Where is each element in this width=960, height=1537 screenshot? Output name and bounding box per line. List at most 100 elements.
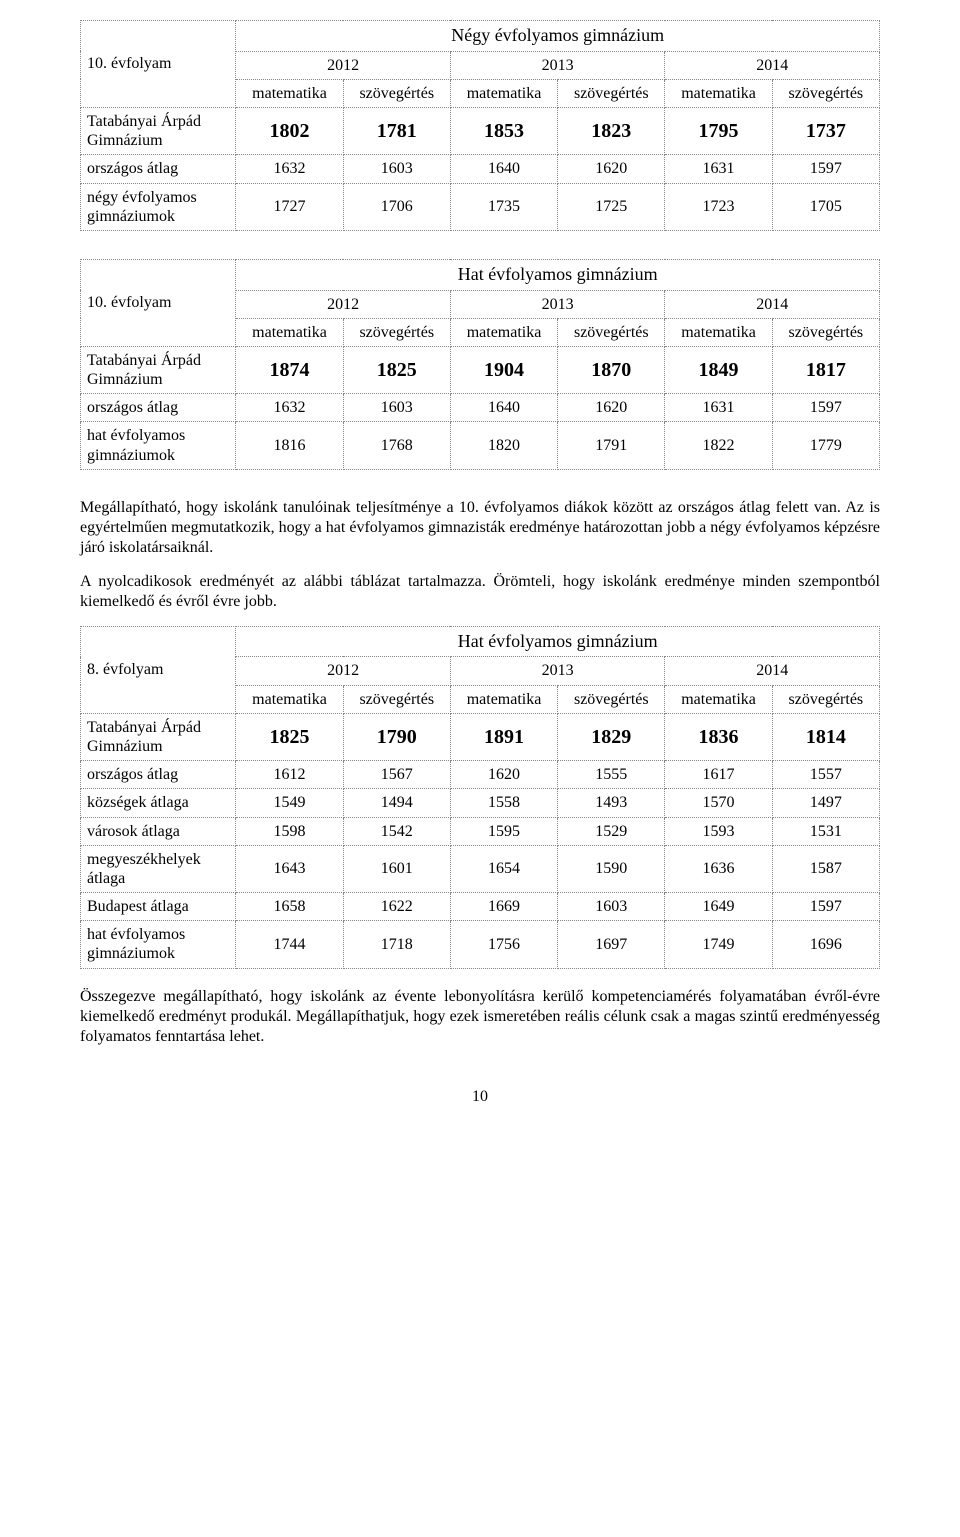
table-row: Tatabányai ÁrpádGimnázium180217811853182… (81, 107, 880, 154)
subheader-cell: szövegértés (772, 318, 879, 346)
row-label: országos átlag (81, 761, 236, 789)
year-cell: 2013 (450, 51, 665, 79)
table-title: Négy évfolyamos gimnázium (236, 21, 880, 52)
value-cell: 1849 (665, 346, 772, 393)
table-row: községek átlaga154914941558149315701497 (81, 789, 880, 817)
subheader-cell: matematika (665, 685, 772, 713)
row-label: hat évfolyamosgimnáziumok (81, 422, 236, 469)
value-cell: 1853 (450, 107, 557, 154)
subheader-cell: matematika (236, 79, 343, 107)
table-negy-evfolyamos: 10. évfolyam Négy évfolyamos gimnázium 2… (80, 20, 880, 231)
row-label: Tatabányai ÁrpádGimnázium (81, 346, 236, 393)
value-cell: 1612 (236, 761, 343, 789)
value-cell: 1567 (343, 761, 450, 789)
value-cell: 1631 (665, 155, 772, 183)
page-number: 10 (80, 1087, 880, 1106)
value-cell: 1531 (772, 817, 879, 845)
value-cell: 1597 (772, 394, 879, 422)
value-cell: 1570 (665, 789, 772, 817)
year-cell: 2014 (665, 290, 880, 318)
value-cell: 1836 (665, 713, 772, 760)
table-title: Hat évfolyamos gimnázium (236, 626, 880, 657)
value-cell: 1781 (343, 107, 450, 154)
paragraph-3: Összegezve megállapítható, hogy iskolánk… (80, 987, 880, 1047)
value-cell: 1555 (558, 761, 665, 789)
value-cell: 1643 (236, 845, 343, 892)
subheader-cell: szövegértés (558, 79, 665, 107)
row-label: Budapest átlaga (81, 893, 236, 921)
value-cell: 1790 (343, 713, 450, 760)
year-cell: 2012 (236, 657, 451, 685)
row-label: községek átlaga (81, 789, 236, 817)
value-cell: 1779 (772, 422, 879, 469)
year-cell: 2014 (665, 657, 880, 685)
value-cell: 1558 (450, 789, 557, 817)
row-label: országos átlag (81, 394, 236, 422)
value-cell: 1725 (558, 183, 665, 230)
table-row: országos átlag163216031640162016311597 (81, 394, 880, 422)
table-title: Hat évfolyamos gimnázium (236, 259, 880, 290)
value-cell: 1822 (665, 422, 772, 469)
row-label: városok átlaga (81, 817, 236, 845)
table-row: hat évfolyamosgimnáziumok174417181756169… (81, 921, 880, 968)
value-cell: 1904 (450, 346, 557, 393)
value-cell: 1593 (665, 817, 772, 845)
value-cell: 1595 (450, 817, 557, 845)
value-cell: 1802 (236, 107, 343, 154)
value-cell: 1817 (772, 346, 879, 393)
paragraph-1: Megállapítható, hogy iskolánk tanulóinak… (80, 498, 880, 558)
value-cell: 1669 (450, 893, 557, 921)
row-label: országos átlag (81, 155, 236, 183)
year-cell: 2012 (236, 290, 451, 318)
table-hat-evfolyamos-8: 8. évfolyam Hat évfolyamos gimnázium 201… (80, 626, 880, 969)
subheader-cell: matematika (236, 318, 343, 346)
value-cell: 1823 (558, 107, 665, 154)
value-cell: 1497 (772, 789, 879, 817)
row-header: 10. évfolyam (81, 21, 236, 108)
value-cell: 1820 (450, 422, 557, 469)
value-cell: 1617 (665, 761, 772, 789)
value-cell: 1768 (343, 422, 450, 469)
value-cell: 1549 (236, 789, 343, 817)
value-cell: 1718 (343, 921, 450, 968)
value-cell: 1632 (236, 155, 343, 183)
value-cell: 1494 (343, 789, 450, 817)
table-row: városok átlaga159815421595152915931531 (81, 817, 880, 845)
subheader-cell: matematika (450, 318, 557, 346)
row-label: négy évfolyamosgimnáziumok (81, 183, 236, 230)
value-cell: 1744 (236, 921, 343, 968)
value-cell: 1640 (450, 394, 557, 422)
row-label: hat évfolyamosgimnáziumok (81, 921, 236, 968)
year-cell: 2013 (450, 657, 665, 685)
value-cell: 1597 (772, 893, 879, 921)
year-cell: 2013 (450, 290, 665, 318)
value-cell: 1697 (558, 921, 665, 968)
value-cell: 1587 (772, 845, 879, 892)
value-cell: 1654 (450, 845, 557, 892)
subheader-cell: szövegértés (558, 685, 665, 713)
year-cell: 2014 (665, 51, 880, 79)
value-cell: 1590 (558, 845, 665, 892)
value-cell: 1749 (665, 921, 772, 968)
value-cell: 1706 (343, 183, 450, 230)
value-cell: 1658 (236, 893, 343, 921)
table-row: országos átlag163216031640162016311597 (81, 155, 880, 183)
subheader-cell: matematika (665, 79, 772, 107)
value-cell: 1737 (772, 107, 879, 154)
value-cell: 1874 (236, 346, 343, 393)
value-cell: 1705 (772, 183, 879, 230)
value-cell: 1727 (236, 183, 343, 230)
value-cell: 1816 (236, 422, 343, 469)
value-cell: 1620 (558, 155, 665, 183)
value-cell: 1696 (772, 921, 879, 968)
table-row: hat évfolyamosgimnáziumok181617681820179… (81, 422, 880, 469)
value-cell: 1622 (343, 893, 450, 921)
value-cell: 1825 (343, 346, 450, 393)
value-cell: 1825 (236, 713, 343, 760)
row-label: megyeszékhelyekátlaga (81, 845, 236, 892)
value-cell: 1891 (450, 713, 557, 760)
value-cell: 1631 (665, 394, 772, 422)
value-cell: 1723 (665, 183, 772, 230)
value-cell: 1636 (665, 845, 772, 892)
year-cell: 2012 (236, 51, 451, 79)
